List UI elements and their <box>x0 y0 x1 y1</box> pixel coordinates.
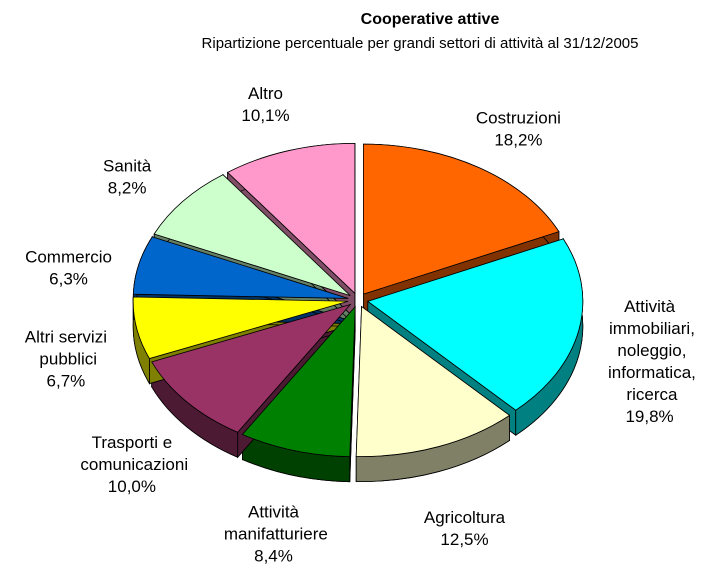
slice <box>132 296 349 360</box>
slice-value-label: 10,0% <box>108 477 156 496</box>
slice-label: Altro <box>248 84 283 103</box>
slice-label: Altri servizi pubblici <box>25 328 107 369</box>
slice-tops <box>132 142 584 458</box>
slice-value-label: 6,7% <box>47 372 86 391</box>
chart-subtitle: Ripartizione percentuale per grandi sett… <box>202 35 639 52</box>
slice-value-label: 18,2% <box>494 131 542 150</box>
slice-label: Attività manifatturiere <box>219 503 328 544</box>
slice-value-label: 8,4% <box>254 547 293 566</box>
slice <box>366 238 584 411</box>
slice-label: Commercio <box>25 248 112 267</box>
slice-value-label: 6,3% <box>49 270 88 289</box>
slice <box>363 143 560 295</box>
slice <box>226 142 356 295</box>
slice-label: Agricoltura <box>424 508 506 527</box>
slice-value-label: 19,8% <box>625 407 673 426</box>
slice-value-label: 10,1% <box>241 106 289 125</box>
chart-title: Cooperative attive <box>361 11 500 28</box>
slice <box>241 305 356 458</box>
slice-label: Costruzioni <box>476 109 561 128</box>
slice <box>132 236 349 299</box>
slice-label: Sanità <box>103 156 152 175</box>
slice <box>151 303 352 433</box>
slice-value-label: 8,2% <box>108 178 147 197</box>
slice-label: Attività immobiliari, noleggio, informat… <box>603 297 696 404</box>
slice <box>153 174 351 296</box>
slice-label: Trasporti e comunicazioni <box>76 433 188 474</box>
slice <box>355 305 511 457</box>
slice-value-label: 12,5% <box>440 530 488 549</box>
